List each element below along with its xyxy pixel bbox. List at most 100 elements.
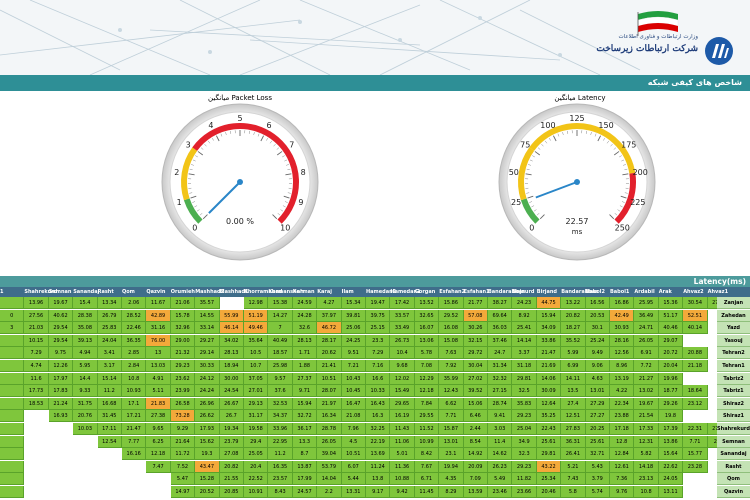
table-cell: 13.5 [561, 385, 586, 398]
column-header[interactable]: Semnan [48, 289, 72, 295]
table-cell: 35.99 [439, 372, 464, 385]
column-header[interactable]: 1 [0, 289, 4, 295]
table-cell: 15.64 [658, 448, 684, 461]
column-header[interactable]: Kermanshah [268, 289, 304, 295]
table-cell: 12.31 [634, 435, 659, 448]
table-cell: 13.11 [658, 486, 684, 498]
column-header[interactable]: Ilam [341, 289, 354, 295]
table-cell: 12.64 [536, 397, 562, 410]
column-header[interactable]: Khorramabad [244, 289, 283, 295]
column-header[interactable]: Bojnurd [512, 289, 535, 295]
column-header[interactable]: Hamedan2 [366, 289, 397, 295]
column-header[interactable]: Shahrekurd [24, 289, 58, 295]
table-cell: 3.41 [97, 347, 122, 360]
gauge-tick-label: 10 [280, 223, 290, 232]
table-cell [48, 435, 74, 448]
table-cell: 20.4 [244, 460, 269, 473]
table-cell: 31.34 [488, 360, 513, 372]
table-cell [0, 334, 25, 347]
column-header[interactable]: Arak [658, 289, 672, 295]
table-cell: 30.54 [683, 297, 708, 309]
column-header[interactable]: Qazvin [146, 289, 166, 295]
table-cell: 9.57 [268, 372, 293, 385]
column-header[interactable]: Ahvaz1 [707, 289, 729, 295]
table-cell: 36.35 [122, 334, 147, 347]
table-cell: 15.14 [97, 372, 122, 385]
column-header[interactable]: Birjand [536, 289, 558, 295]
table-cell: 51.17 [658, 309, 684, 322]
table-cell: 23.57 [268, 473, 293, 486]
table-cell: 11.6 [24, 372, 49, 385]
company-logo-icon [705, 37, 733, 65]
table-cell: 21.18 [683, 360, 708, 372]
column-header[interactable]: Rasht [97, 289, 114, 295]
table-cell: 14.14 [512, 334, 537, 347]
column-header[interactable]: Karaj [317, 289, 332, 295]
latency-gauge: 0 25 50 75 100 125 150 175 200 225 250 22.57 ms [498, 103, 656, 261]
table-cell: 2.2 [317, 486, 342, 498]
gauge-tick [610, 143, 613, 147]
table-cell: 10.7 [244, 360, 269, 372]
column-header[interactable]: Bandarabbas [561, 289, 599, 295]
table-cell: 30.33 [195, 360, 220, 372]
column-header[interactable]: Babol2 [585, 289, 605, 295]
table-cell [683, 410, 708, 423]
table-cell: 7.84 [414, 397, 440, 410]
gauge-band-warn [518, 147, 535, 201]
column-header[interactable]: Esfahan2 [439, 289, 466, 295]
table-cell: 24.25 [341, 334, 366, 347]
column-header[interactable]: Ahvaz2 [683, 289, 704, 295]
table-cell: 29.23 [512, 410, 537, 423]
column-header[interactable]: Mashhad2 [195, 289, 225, 295]
table-cell: 16.56 [585, 297, 610, 309]
company-logo-area: وزارت ارتباطات و فناوری اطلاعات شرکت ارت… [578, 8, 738, 72]
gauge-tick-label: 2 [174, 168, 179, 177]
table-cell: 53.79 [317, 460, 342, 473]
table-cell: 25.06 [341, 322, 366, 335]
table-cell: 24.23 [512, 297, 537, 309]
table-cell: 28.07 [317, 385, 342, 398]
table-cell: 4.35 [439, 473, 464, 486]
table-cell: 25.61 [536, 435, 562, 448]
gauge-tick [619, 205, 623, 208]
column-header[interactable]: Mashhad1 [219, 289, 249, 295]
gauge-tick [282, 155, 285, 158]
column-header[interactable]: Qom [122, 289, 135, 295]
table-cell: 3.03 [488, 423, 513, 435]
column-header[interactable]: Kerman [292, 289, 315, 295]
column-header[interactable]: Sanandaj [73, 289, 100, 295]
table-cell: 11.24 [366, 460, 391, 473]
column-header[interactable]: Babol1 [610, 289, 630, 295]
table-cell: 4.63 [585, 372, 610, 385]
table-cell [683, 486, 708, 498]
table-cell: 30.26 [463, 322, 488, 335]
column-header[interactable]: Esfahan1 [463, 289, 490, 295]
table-cell [0, 460, 25, 473]
table-cell: 23.88 [610, 410, 635, 423]
gauge-tick [207, 140, 211, 144]
column-header[interactable]: Hamedan1 [390, 289, 421, 295]
column-header[interactable]: Ardabil [634, 289, 655, 295]
table-cell: 30.04 [463, 360, 488, 372]
table-cell [97, 460, 122, 473]
column-header[interactable]: Bandarabbas [488, 289, 526, 295]
table-cell: 14.18 [634, 460, 659, 473]
table-cell: 4.5 [341, 435, 366, 448]
table-cell: 10.03 [73, 423, 98, 435]
gauge-tick [532, 155, 535, 158]
gauge-tick [287, 168, 291, 171]
gauge-tick [204, 143, 207, 147]
table-cell: 9.49 [585, 347, 610, 360]
table-cell: 12.51 [561, 410, 586, 423]
table-cell: 17.33 [634, 423, 659, 435]
gauge-tick [253, 132, 255, 136]
table-cell [0, 473, 25, 486]
column-header[interactable]: Gorgan [414, 289, 436, 295]
table-cell: 19.3 [195, 448, 220, 461]
table-cell [0, 448, 25, 461]
column-header[interactable]: Orumieh [170, 289, 195, 295]
table-cell: 34.02 [219, 334, 244, 347]
row-label: Zahedan [717, 309, 750, 322]
table-cell: 21.47 [536, 347, 562, 360]
table-cell: 16.07 [414, 322, 440, 335]
